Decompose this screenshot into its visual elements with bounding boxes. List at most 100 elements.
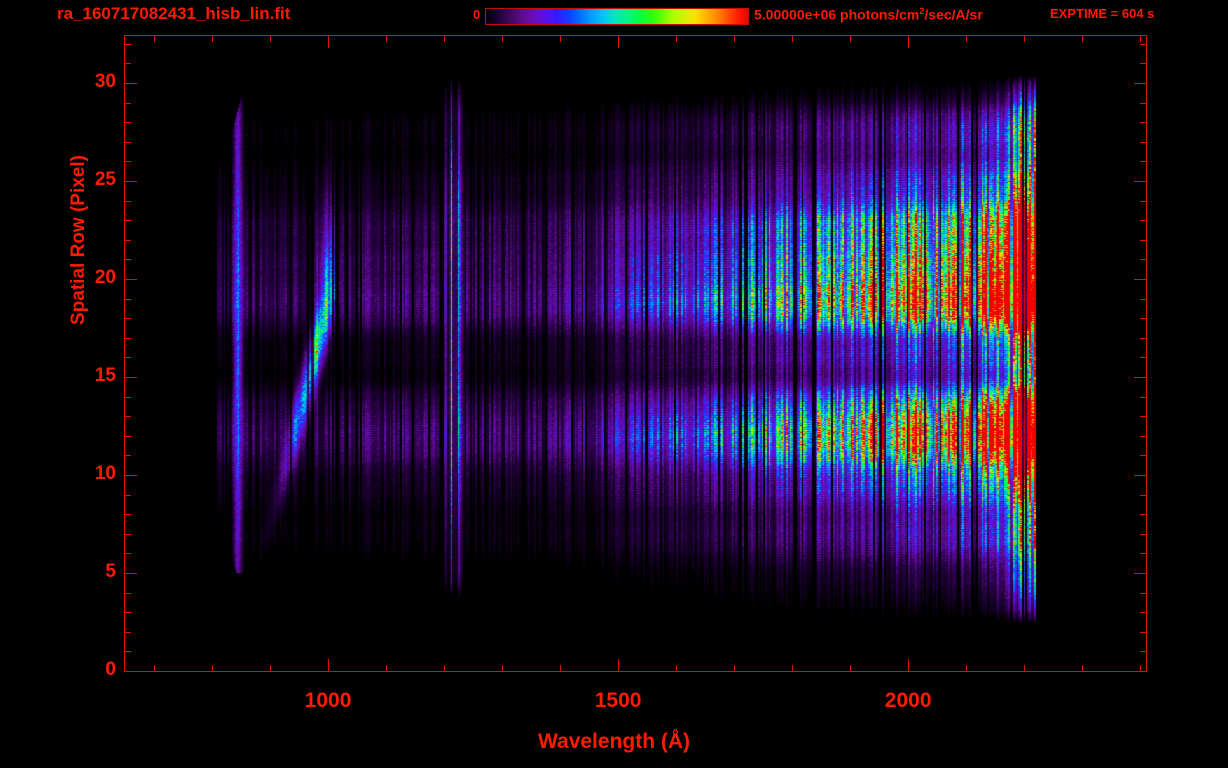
y-minor-tick xyxy=(124,534,131,535)
y-minor-tick-right xyxy=(1140,299,1147,300)
y-minor-tick xyxy=(124,122,131,123)
x-minor-tick-top xyxy=(502,35,503,42)
y-minor-tick xyxy=(124,495,131,496)
y-minor-tick-right xyxy=(1140,357,1147,358)
x-minor-tick xyxy=(676,665,677,672)
x-minor-tick xyxy=(212,665,213,672)
x-minor-tick-top xyxy=(212,35,213,42)
y-tick-label: 10 xyxy=(94,463,116,484)
x-major-tick-top xyxy=(328,35,329,48)
y-minor-tick-right xyxy=(1140,455,1147,456)
y-minor-tick xyxy=(124,455,131,456)
y-tick-label: 15 xyxy=(94,365,116,387)
y-major-tick xyxy=(124,279,137,280)
y-minor-tick-right xyxy=(1140,651,1147,652)
x-minor-tick xyxy=(734,665,735,672)
x-minor-tick-top xyxy=(154,35,155,42)
y-tick-label: 25 xyxy=(94,169,116,191)
y-tick-labels: 0 5 10 15 20 25 30 xyxy=(64,0,116,768)
x-minor-tick-top xyxy=(676,35,677,42)
y-major-tick xyxy=(124,671,137,672)
x-minor-tick-top xyxy=(734,35,735,42)
y-minor-tick xyxy=(124,63,131,64)
x-minor-tick-top xyxy=(1140,35,1141,42)
colorbar-units-tail: /sec/A/sr xyxy=(924,6,983,23)
x-tick-label: 2000 xyxy=(884,689,932,712)
y-major-tick-right xyxy=(1134,377,1147,378)
x-tick-label: 1000 xyxy=(304,689,352,712)
y-tick-label: 0 xyxy=(105,659,116,680)
plot-frame xyxy=(124,35,1147,672)
x-minor-tick xyxy=(1082,665,1083,672)
x-minor-tick xyxy=(444,665,445,672)
x-minor-tick xyxy=(560,665,561,672)
x-minor-tick-top xyxy=(966,35,967,42)
y-tick-label: 30 xyxy=(94,71,116,93)
y-minor-tick-right xyxy=(1140,103,1147,104)
y-minor-tick xyxy=(124,259,131,260)
y-minor-tick xyxy=(124,299,131,300)
y-minor-tick xyxy=(124,612,131,613)
y-major-tick-right xyxy=(1134,475,1147,476)
y-minor-tick xyxy=(124,632,131,633)
y-minor-tick-right xyxy=(1140,534,1147,535)
y-major-tick-right xyxy=(1134,573,1147,574)
x-minor-tick-top xyxy=(270,35,271,42)
x-tick-label: 1500 xyxy=(594,689,642,712)
y-minor-tick-right xyxy=(1140,142,1147,143)
x-major-tick xyxy=(618,659,619,672)
y-minor-tick xyxy=(124,161,131,162)
y-major-tick xyxy=(124,181,137,182)
y-minor-tick xyxy=(124,103,131,104)
y-axis-label: Spatial Row (Pixel) xyxy=(68,155,89,325)
y-minor-tick xyxy=(124,142,131,143)
y-minor-tick-right xyxy=(1140,436,1147,437)
x-axis-label: Wavelength (Å) xyxy=(537,730,691,753)
x-major-tick xyxy=(328,659,329,672)
y-minor-tick xyxy=(124,357,131,358)
y-minor-tick-right xyxy=(1140,201,1147,202)
y-minor-tick-right xyxy=(1140,259,1147,260)
y-minor-tick xyxy=(124,201,131,202)
colorbar-max-label: 5.00000e+06 photons/cm2/sec/A/sr xyxy=(754,6,983,23)
colorbar-max-value: 5.00000e+06 photons/cm xyxy=(754,6,920,23)
y-minor-tick-right xyxy=(1140,514,1147,515)
y-minor-tick xyxy=(124,318,131,319)
y-minor-tick-right xyxy=(1140,416,1147,417)
y-minor-tick xyxy=(124,44,131,45)
y-minor-tick xyxy=(124,553,131,554)
y-minor-tick-right xyxy=(1140,161,1147,162)
x-minor-tick-top xyxy=(850,35,851,42)
heatmap-image xyxy=(125,36,1146,671)
x-minor-tick xyxy=(1024,665,1025,672)
y-minor-tick-right xyxy=(1140,495,1147,496)
y-minor-tick-right xyxy=(1140,44,1147,45)
x-minor-tick xyxy=(386,665,387,672)
x-minor-tick xyxy=(1140,665,1141,672)
y-minor-tick-right xyxy=(1140,553,1147,554)
y-major-tick-right xyxy=(1134,671,1147,672)
x-minor-tick xyxy=(154,665,155,672)
y-tick-label: 5 xyxy=(105,561,116,582)
exptime-label: EXPTIME = 604 s xyxy=(1050,6,1155,21)
colorbar-min-label: 0 xyxy=(473,7,481,22)
x-minor-tick-top xyxy=(560,35,561,42)
y-tick-label: 20 xyxy=(94,267,116,289)
y-minor-tick-right xyxy=(1140,63,1147,64)
x-minor-tick-top xyxy=(1082,35,1083,42)
x-minor-tick-top xyxy=(444,35,445,42)
y-major-tick-right xyxy=(1134,83,1147,84)
y-minor-tick-right xyxy=(1140,593,1147,594)
y-major-tick xyxy=(124,377,137,378)
y-major-tick xyxy=(124,83,137,84)
x-tick-labels: 1000 1500 2000 xyxy=(0,690,1228,720)
x-minor-tick xyxy=(502,665,503,672)
y-major-tick xyxy=(124,475,137,476)
y-minor-tick-right xyxy=(1140,612,1147,613)
y-major-tick xyxy=(124,573,137,574)
colorbar xyxy=(485,8,749,25)
y-minor-tick xyxy=(124,240,131,241)
y-minor-tick-right xyxy=(1140,338,1147,339)
y-minor-tick xyxy=(124,416,131,417)
y-major-tick-right xyxy=(1134,181,1147,182)
